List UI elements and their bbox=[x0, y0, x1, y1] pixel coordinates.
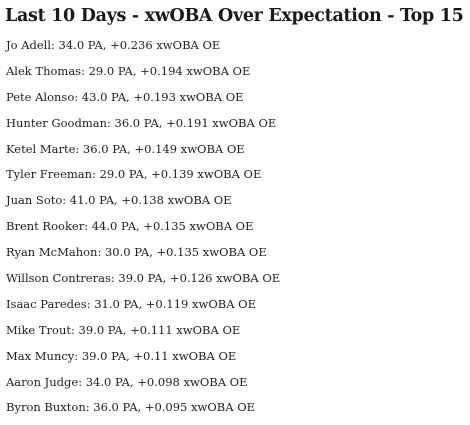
list-item: Byron Buxton: 36.0 PA, +0.095 xwOBA OE bbox=[6, 400, 256, 415]
player-list: Jo Adell: 34.0 PA, +0.236 xwOBA OE Alek … bbox=[6, 37, 280, 425]
page-title: Last 10 Days - xwOBA Over Expectation - … bbox=[5, 6, 464, 26]
list-item: Mike Trout: 39.0 PA, +0.111 xwOBA OE bbox=[6, 322, 241, 337]
list-item: Juan Soto: 41.0 PA, +0.138 xwOBA OE bbox=[6, 193, 232, 208]
list-item: Max Muncy: 39.0 PA, +0.11 xwOBA OE bbox=[6, 348, 237, 363]
list-item: Ryan McMahon: 30.0 PA, +0.135 xwOBA OE bbox=[6, 245, 267, 260]
list-item: Pete Alonso: 43.0 PA, +0.193 xwOBA OE bbox=[6, 89, 244, 104]
list-item: Tyler Freeman: 29.0 PA, +0.139 xwOBA OE bbox=[6, 167, 262, 182]
list-item: Hunter Goodman: 36.0 PA, +0.191 xwOBA OE bbox=[6, 115, 277, 130]
list-item: Aaron Judge: 34.0 PA, +0.098 xwOBA OE bbox=[6, 374, 248, 389]
list-item: Isaac Paredes: 31.0 PA, +0.119 xwOBA OE bbox=[6, 296, 256, 311]
list-item: Jo Adell: 34.0 PA, +0.236 xwOBA OE bbox=[6, 38, 221, 52]
list-item: Willson Contreras: 39.0 PA, +0.126 xwOBA… bbox=[6, 271, 281, 286]
list-item: Alek Thomas: 29.0 PA, +0.194 xwOBA OE bbox=[6, 63, 251, 78]
list-item: Brent Rooker: 44.0 PA, +0.135 xwOBA OE bbox=[6, 219, 254, 234]
list-item: Ketel Marte: 36.0 PA, +0.149 xwOBA OE bbox=[6, 141, 245, 156]
